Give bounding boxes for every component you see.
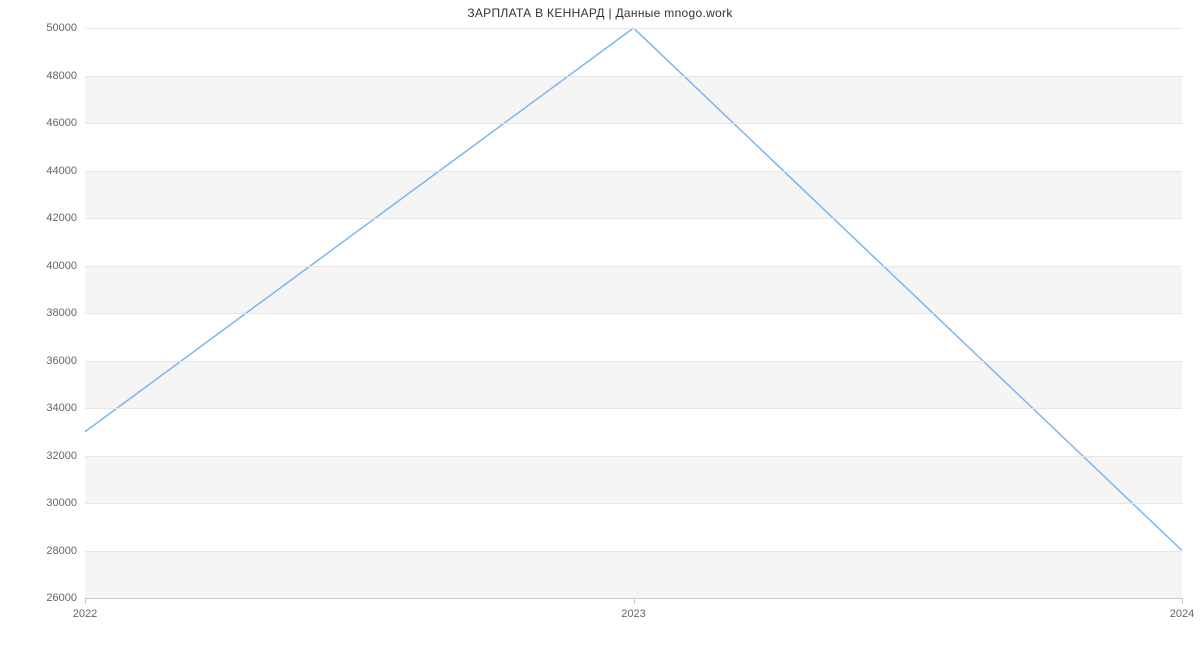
y-tick-label: 38000 (46, 307, 85, 319)
y-gridline (85, 361, 1182, 362)
y-gridline (85, 503, 1182, 504)
y-gridline (85, 218, 1182, 219)
x-tick-label: 2023 (621, 598, 645, 620)
y-tick-label: 30000 (46, 497, 85, 509)
y-gridline (85, 266, 1182, 267)
y-tick-label: 40000 (46, 260, 85, 272)
y-tick-label: 42000 (46, 212, 85, 224)
y-tick-label: 46000 (46, 117, 85, 129)
y-tick-label: 48000 (46, 70, 85, 82)
x-tick-label: 2022 (73, 598, 97, 620)
y-gridline (85, 28, 1182, 29)
plot-area: 2600028000300003200034000360003800040000… (85, 28, 1182, 598)
y-tick-label: 44000 (46, 165, 85, 177)
y-gridline (85, 123, 1182, 124)
series-line (85, 28, 1182, 551)
y-tick-label: 34000 (46, 402, 85, 414)
y-tick-label: 36000 (46, 355, 85, 367)
y-gridline (85, 313, 1182, 314)
chart-title: ЗАРПЛАТА В КЕННАРД | Данные mnogo.work (0, 6, 1200, 20)
y-tick-label: 28000 (46, 545, 85, 557)
y-gridline (85, 76, 1182, 77)
y-gridline (85, 456, 1182, 457)
y-gridline (85, 408, 1182, 409)
y-gridline (85, 171, 1182, 172)
x-tick-label: 2024 (1170, 598, 1194, 620)
y-tick-label: 32000 (46, 450, 85, 462)
y-gridline (85, 551, 1182, 552)
salary-line-chart: ЗАРПЛАТА В КЕННАРД | Данные mnogo.work 2… (0, 0, 1200, 650)
y-tick-label: 50000 (46, 22, 85, 34)
